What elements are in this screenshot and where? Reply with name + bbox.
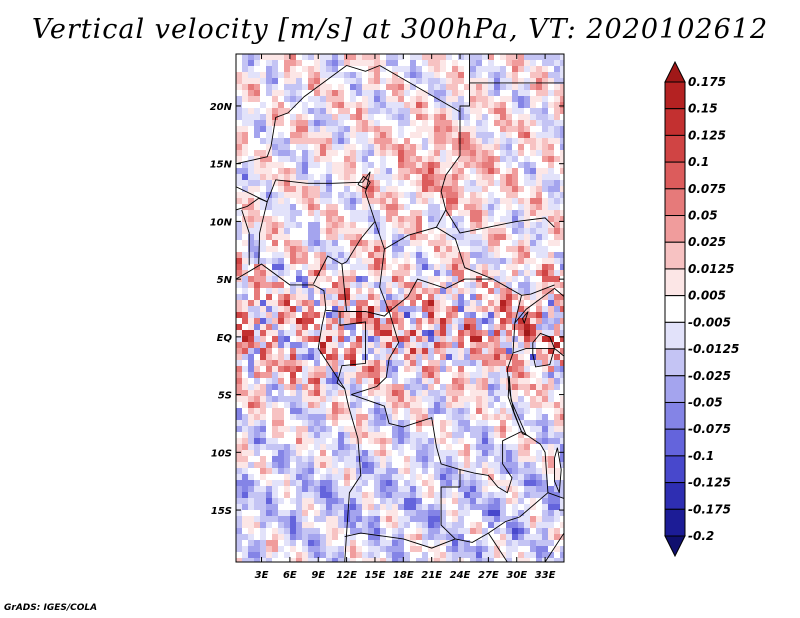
x-tick-label: 9E <box>311 570 325 581</box>
colorbar-level-label: -0.175 <box>688 502 731 516</box>
y-tick-label: 5S <box>218 391 232 402</box>
grads-credit: GrADS: IGES/COLA <box>4 603 98 613</box>
colorbar-level-label: 0.1 <box>688 155 709 169</box>
map-borders <box>236 54 564 562</box>
colorbar-level-label: 0.025 <box>688 235 726 249</box>
colorbar-band <box>664 375 686 403</box>
plot-frame <box>235 53 565 563</box>
colorbar-band <box>664 81 686 110</box>
y-tick-label: EQ <box>217 333 233 344</box>
y-tick-label: 10S <box>211 448 232 459</box>
colorbar-band <box>664 295 686 323</box>
colorbar-level-label: 0.175 <box>688 75 726 89</box>
colorbar-band <box>664 215 686 243</box>
x-tick-label: 30E <box>506 570 527 581</box>
colorbar-band <box>664 108 686 136</box>
y-tick-label: 10N <box>210 217 233 228</box>
colorbar-level-label: 0.005 <box>688 289 726 303</box>
colorbar-level-label: 0.15 <box>688 102 718 116</box>
colorbar-level-label: -0.005 <box>688 315 731 329</box>
axes: 3E 6E 9E 12E 15E 18E 21E 24E 27E 30E 33E 20N 15N 10N 5… <box>210 54 564 581</box>
colorbar-band <box>664 482 686 510</box>
colorbar-band <box>664 401 686 430</box>
colorbar-level-label: 0.0125 <box>688 262 734 276</box>
colorbar-level-label: -0.125 <box>688 476 731 490</box>
x-tick-label: 33E <box>535 570 556 581</box>
y-tick-label: 15N <box>210 160 233 171</box>
x-tick-label: 24E <box>450 570 471 581</box>
x-tick-label: 18E <box>393 570 414 581</box>
colorbar-bottom-arrow <box>664 535 686 558</box>
colorbar-level-label: -0.025 <box>688 369 731 383</box>
x-tick-label: 6E <box>283 570 297 581</box>
colorbar-band <box>664 134 686 163</box>
x-tick-label: 3E <box>255 570 269 581</box>
colorbar-level-label: -0.05 <box>688 395 723 409</box>
colorbar-band <box>664 241 686 270</box>
colorbar-level-label: -0.0125 <box>688 342 739 356</box>
colorbar-band <box>664 508 686 537</box>
colorbar-band <box>664 161 686 190</box>
y-tick-label: 5N <box>217 275 233 286</box>
colorbar-band <box>664 268 686 297</box>
y-tick-label: 20N <box>210 102 233 113</box>
colorbar-level-label: 0.075 <box>688 182 726 196</box>
colorbar: 0.175 0.15 0.125 0.1 0.075 0.05 0.025 0.0125 0.0… <box>664 60 739 558</box>
x-tick-label: 21E <box>421 570 442 581</box>
colorbar-level-label: -0.1 <box>688 449 714 463</box>
vertical-velocity-field <box>236 54 564 562</box>
x-tick-label: 27E <box>478 570 499 581</box>
colorbar-level-label: 0.125 <box>688 128 726 142</box>
colorbar-band <box>664 455 686 484</box>
x-tick-label: 12E <box>336 570 357 581</box>
colorbar-band <box>664 428 686 457</box>
chart-title: Vertical velocity [m/s] at 300hPa, VT: 2… <box>31 14 769 45</box>
colorbar-level-label: -0.075 <box>688 422 731 436</box>
map-panel <box>235 53 565 563</box>
colorbar-level-label: -0.2 <box>688 529 714 543</box>
colorbar-band <box>664 348 686 377</box>
y-tick-label: 15S <box>211 506 232 517</box>
x-tick-label: 15E <box>365 570 386 581</box>
colorbar-top-arrow <box>664 60 686 83</box>
colorbar-level-label: 0.05 <box>688 209 718 223</box>
colorbar-band <box>664 321 686 350</box>
colorbar-band <box>664 188 686 217</box>
